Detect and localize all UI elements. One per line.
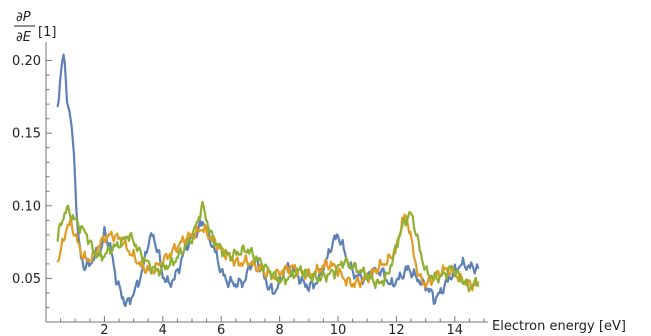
series-line-2 [56, 213, 480, 292]
x-tick-label: 4 [159, 323, 167, 336]
y-axis-label: ∂P ∂E [1] [14, 10, 56, 45]
y-axis-label-unit: [1] [38, 25, 56, 40]
x-tick-label: 2 [100, 323, 108, 336]
x-tick-label: 14 [447, 323, 464, 336]
y-tick-label: 0.20 [12, 54, 41, 69]
series-group [56, 53, 480, 308]
x-axis-label: Electron energy [eV] [492, 319, 626, 334]
axis-ticks: 2 4 6 8 10 12 14 0.05 0.10 0.15 0.20 [12, 54, 485, 336]
y-tick-label: 0.15 [12, 127, 41, 142]
x-tick-label: 10 [330, 323, 347, 336]
y-tick-label: 0.05 [12, 272, 41, 287]
x-tick-label: 12 [388, 323, 405, 336]
series-line-1 [56, 53, 480, 308]
series-line-3 [56, 200, 480, 293]
x-tick-label: 8 [275, 323, 283, 336]
y-axis-label-numerator: ∂P [16, 10, 31, 25]
y-axis-label-denominator: ∂E [16, 30, 32, 45]
y-tick-label: 0.10 [12, 199, 41, 214]
x-tick-label: 6 [217, 323, 225, 336]
